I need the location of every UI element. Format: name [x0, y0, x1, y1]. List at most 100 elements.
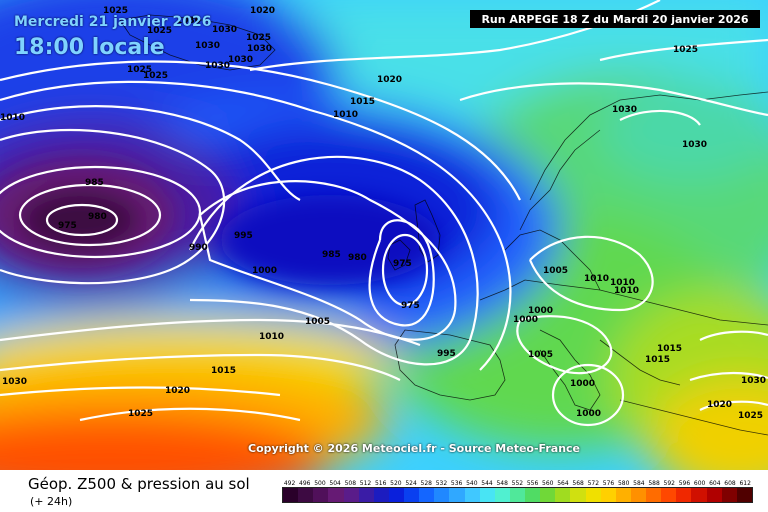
isobar-label: 1000	[252, 266, 277, 276]
isobar-label: 1010	[584, 274, 609, 284]
scale-label: 500	[314, 480, 326, 487]
scale-swatch	[404, 488, 420, 502]
isobar-label: 980	[348, 253, 367, 263]
scale-label: 512	[359, 480, 372, 487]
scale-swatch	[676, 488, 692, 502]
isobar-label: 1025	[738, 411, 763, 421]
scale-swatch	[419, 488, 435, 502]
isobar-label: 1030	[682, 140, 707, 150]
scale-label: 528	[420, 480, 432, 487]
isobar-label: 1020	[165, 386, 190, 396]
isobar-label: 995	[234, 231, 253, 241]
isobar-label: 1020	[707, 400, 732, 410]
scale-swatch	[736, 488, 752, 502]
isobar-label: 1010	[333, 110, 358, 120]
scale-label: 516	[374, 480, 387, 487]
isobar-label: 1030	[2, 377, 27, 387]
isobar-label: 1025	[143, 71, 168, 81]
scale-swatch	[540, 488, 556, 502]
isobar-label: 975	[401, 301, 420, 311]
isobar-label: 1020	[250, 6, 275, 16]
scale-label: 612	[739, 480, 751, 487]
scale-label: 592	[663, 480, 675, 487]
scale-swatch	[615, 488, 631, 502]
scale-label: 588	[648, 480, 660, 487]
geopotential-field	[0, 0, 768, 470]
scale-swatch	[464, 488, 480, 502]
isobar-label: 1010	[614, 286, 639, 296]
isobar-label: 1005	[543, 266, 568, 276]
scale-swatch	[388, 488, 404, 502]
copyright: Copyright © 2026 Meteociel.fr - Source M…	[248, 442, 581, 455]
isobar-label: 1025	[246, 33, 271, 43]
scale-label: 536	[450, 480, 463, 487]
isobar-label: 995	[437, 349, 456, 359]
scale-label: 520	[390, 480, 402, 487]
scale-swatch	[661, 488, 677, 502]
scale-swatch	[509, 488, 525, 502]
scale-label: 568	[572, 480, 584, 487]
isobar-label: 1030	[205, 61, 230, 71]
scale-swatch	[630, 488, 646, 502]
isobar-label: 1000	[570, 379, 595, 389]
isobar-label: 1010	[259, 332, 284, 342]
scale-swatch	[343, 488, 359, 502]
scale-label: 564	[557, 480, 569, 487]
isobar-label: 1025	[128, 409, 153, 419]
scale-swatch	[479, 488, 495, 502]
isobar-label: 1015	[657, 344, 682, 354]
scale-label: 560	[542, 480, 554, 487]
isobar-label: 1025	[673, 45, 698, 55]
scale-swatch	[449, 488, 465, 502]
isobar-label: 1030	[612, 105, 637, 115]
legend-title: Géop. Z500 & pression au sol	[28, 475, 250, 493]
isobar-label: 1000	[513, 315, 538, 325]
scale-label: 580	[617, 480, 630, 487]
scale-swatch	[570, 488, 586, 502]
scale-swatch	[373, 488, 389, 502]
scale-label: 604	[709, 480, 721, 487]
color-scale: 492 496 500 504 508 512 516 520 524 528 532 536 540 5…	[282, 480, 753, 503]
scale-swatch	[328, 488, 344, 502]
scale-label: 600	[693, 480, 706, 487]
scale-label: 504	[329, 480, 341, 487]
isobar-label: 985	[322, 250, 341, 260]
valid-date: Mercredi 21 janvier 2026	[14, 14, 212, 30]
scale-swatch	[600, 488, 616, 502]
isobar-labels: 1025 1025 1030 1030 1030 1020 1025 1025 …	[0, 6, 766, 421]
scale-swatch	[646, 488, 662, 502]
scale-label: 576	[602, 480, 615, 487]
scale-label: 572	[587, 480, 600, 487]
isobar-label: 990	[189, 243, 208, 253]
scale-swatch	[494, 488, 510, 502]
local-time: 18:00 locale	[14, 35, 165, 60]
isobar-label: 1030	[212, 25, 237, 35]
scale-swatch	[691, 488, 707, 502]
scale-label: 552	[511, 480, 524, 487]
scale-label: 492	[283, 480, 296, 487]
weather-map: 1025 1025 1030 1030 1030 1020 1025 1025 …	[0, 0, 768, 470]
scale-swatch	[721, 488, 737, 502]
isobar-label: 1025	[127, 65, 152, 75]
scale-swatch	[585, 488, 601, 502]
scale-label: 608	[724, 480, 736, 487]
isobar-label: 1005	[305, 317, 330, 327]
scale-swatch	[298, 488, 314, 502]
scale-colors	[282, 487, 753, 503]
scale-label: 584	[633, 480, 645, 487]
scale-labels: 492 496 500 504 508 512 516 520 524 528 532 536 540 5…	[282, 480, 753, 487]
isobar-label: 1030	[741, 376, 766, 386]
isobar-label: 985	[85, 178, 104, 188]
scale-swatch	[555, 488, 571, 502]
scale-label: 496	[299, 480, 311, 487]
isobar-label: 1030	[247, 44, 272, 54]
scale-swatch	[434, 488, 450, 502]
isobar-label: 1030	[228, 55, 253, 65]
scale-swatch	[358, 488, 374, 502]
isobar-label: 1025	[147, 26, 172, 36]
isobar-label: 1030	[176, 16, 201, 26]
isobar-label: 980	[88, 212, 107, 222]
isobar-label: 1010	[610, 278, 635, 288]
isobar-label: 975	[58, 221, 77, 231]
scale-label: 524	[405, 480, 417, 487]
